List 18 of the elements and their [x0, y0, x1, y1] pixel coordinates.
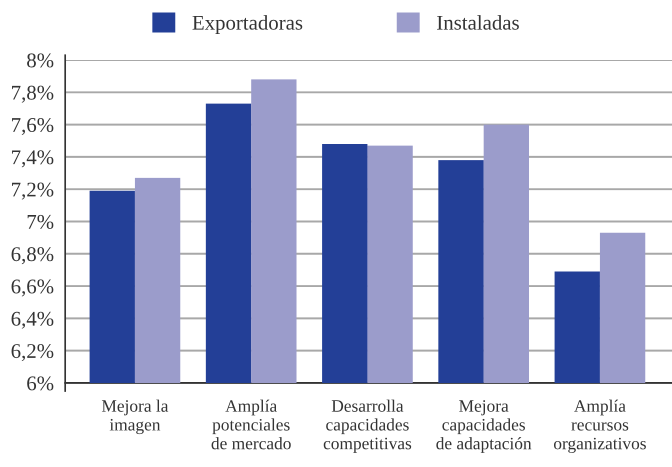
y-tick-label: 6,6% [12, 279, 54, 296]
y-tick-label: 7,6% [12, 118, 54, 136]
x-tick-label: Mejora la imagen [102, 400, 168, 434]
x-tick-label: Mejora capacidades de adaptación [436, 400, 532, 453]
legend-label: Instaladas [437, 15, 519, 30]
y-tick-label: 6,2% [12, 344, 54, 362]
y-tick-label: 7,4% [12, 150, 54, 168]
x-tick-label: Amplía potenciales de mercado [212, 400, 291, 450]
x-tick-label: Amplía recursos organizativos [554, 400, 646, 453]
legend-label: Exportadoras [192, 15, 302, 34]
y-tick-label: 7,8% [12, 86, 54, 103]
y-tick-label: 6% [27, 376, 54, 390]
x-tick-label: Desarrolla capacidades competitivas [324, 400, 412, 453]
y-tick-label: 8% [27, 53, 54, 68]
y-tick-label: 7,2% [12, 182, 54, 200]
y-tick-label: 6,8% [12, 247, 54, 264]
y-tick-label: 7% [28, 214, 54, 229]
y-tick-label: 6,4% [12, 312, 54, 329]
